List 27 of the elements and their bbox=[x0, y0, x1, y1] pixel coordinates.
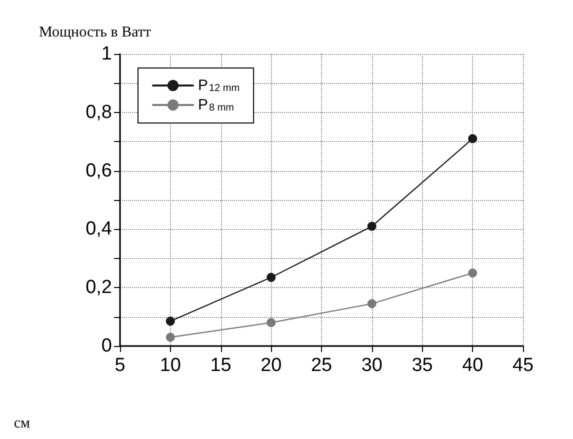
x-tick-label: 35 bbox=[412, 355, 433, 376]
x-tick-label: 15 bbox=[210, 355, 232, 376]
y-tick-label: 0,6 bbox=[86, 160, 112, 182]
x-tick-label: 25 bbox=[310, 355, 332, 376]
x-tick-label: 30 bbox=[361, 355, 382, 376]
y-tick-label: 1 bbox=[101, 44, 112, 64]
point bbox=[166, 316, 175, 326]
point bbox=[367, 299, 376, 308]
y-axis-title: Мощность в Ватт bbox=[39, 24, 152, 40]
x-tick-label: 5 bbox=[114, 355, 126, 376]
point bbox=[367, 222, 376, 231]
legend-label: P8 mm bbox=[198, 96, 234, 114]
y-tick-label: 0,4 bbox=[86, 218, 112, 240]
y-tick-label: 0,8 bbox=[86, 102, 112, 123]
x-tick-label: 10 bbox=[160, 355, 181, 376]
point bbox=[468, 134, 478, 144]
point bbox=[166, 332, 175, 342]
point bbox=[266, 318, 276, 328]
x-tick-label: 20 bbox=[260, 355, 282, 376]
point bbox=[266, 272, 276, 282]
y-tick-label: 0,2 bbox=[86, 277, 112, 298]
x-axis-title: см bbox=[14, 416, 30, 432]
y-tick-label: 0 bbox=[101, 336, 112, 356]
x-tick-label: 45 bbox=[512, 355, 534, 376]
x-tick-label: 40 bbox=[462, 355, 484, 376]
legend-label: P12 mm bbox=[198, 77, 240, 94]
point bbox=[468, 268, 478, 278]
